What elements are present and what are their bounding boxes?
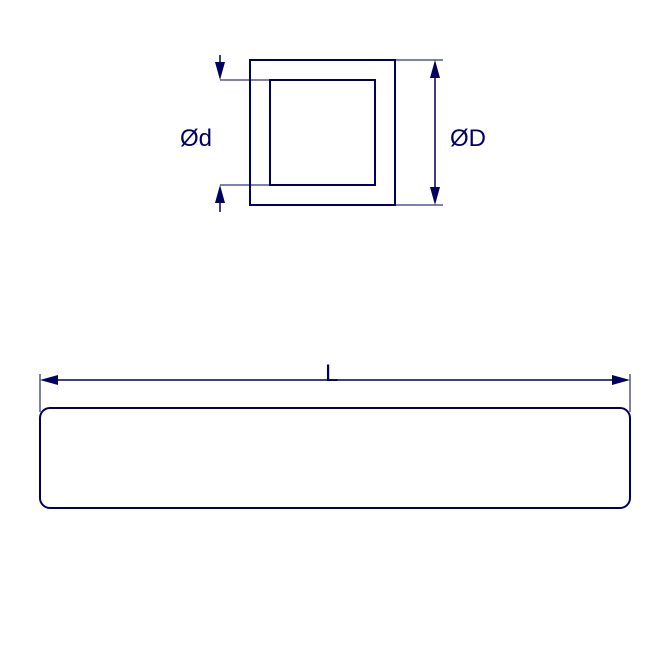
- label-d: Ød: [180, 125, 212, 153]
- label-L: L: [325, 360, 338, 388]
- label-D: ØD: [450, 125, 486, 153]
- technical-drawing: [0, 0, 670, 670]
